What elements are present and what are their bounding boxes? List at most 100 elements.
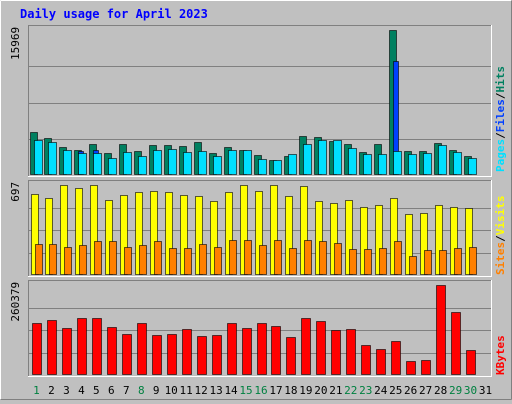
x-tick-label: 22 — [344, 384, 357, 397]
bar-pages-day-25 — [393, 151, 402, 175]
bar-sites-day-28 — [439, 250, 447, 275]
bar-visits-day-1 — [31, 194, 39, 275]
bar-pages-day-10 — [168, 149, 177, 175]
legend-panel-3: KBytes — [494, 335, 507, 375]
bar-pages-day-14 — [228, 150, 237, 175]
bar-pages-day-29 — [453, 152, 462, 175]
bar-visits-day-30 — [465, 208, 473, 275]
bar-visits-day-20 — [315, 201, 323, 275]
x-axis-labels: 1 2 3 4 5 6 7 8 9 10 11 12 13 14 15 16 17 18 19 20 21 22 23 24 2… — [33, 384, 492, 397]
x-tick-label: 28 — [434, 384, 447, 397]
bar-kbytes-day-21 — [331, 330, 341, 375]
bar-kbytes-day-15 — [242, 328, 252, 375]
legend-item-files: Files — [494, 99, 507, 132]
x-tick-label: 14 — [224, 384, 238, 397]
bar-pages-day-8 — [138, 156, 147, 175]
bar-kbytes-day-2 — [47, 320, 57, 375]
bar-sites-day-10 — [169, 248, 177, 275]
bar-visits-day-4 — [75, 188, 83, 275]
bar-visits-day-24 — [375, 205, 383, 275]
bar-pages-day-22 — [348, 148, 357, 175]
bar-visits-day-5 — [90, 185, 98, 275]
bar-visits-day-11 — [180, 195, 188, 275]
x-tick-label: 12 — [195, 384, 208, 397]
bar-kbytes-day-16 — [257, 323, 267, 375]
bar-sites-day-14 — [229, 240, 237, 275]
x-tick-label: 19 — [299, 384, 312, 397]
bar-sites-day-2 — [49, 244, 57, 275]
bar-pages-day-11 — [183, 152, 192, 175]
panel-max-label: 15969 — [9, 27, 22, 60]
bar-pages-day-18 — [288, 154, 297, 175]
bar-sites-day-27 — [424, 250, 432, 275]
x-tick-label: 11 — [180, 384, 193, 397]
bar-kbytes-day-18 — [286, 337, 296, 375]
bar-kbytes-day-11 — [182, 329, 192, 375]
bar-visits-day-10 — [165, 192, 173, 275]
bar-kbytes-day-7 — [122, 334, 132, 375]
bar-sites-day-18 — [289, 248, 297, 275]
bar-pages-day-21 — [333, 140, 342, 175]
panel-max-label: 260379 — [9, 282, 22, 322]
bar-visits-day-12 — [195, 196, 203, 275]
bar-pages-day-16 — [258, 159, 267, 175]
bar-kbytes-day-4 — [77, 318, 87, 375]
bar-sites-day-5 — [94, 241, 102, 275]
bar-pages-day-2 — [48, 142, 57, 175]
bar-kbytes-day-12 — [197, 336, 207, 375]
bar-visits-day-27 — [420, 213, 428, 275]
bar-pages-day-19 — [303, 144, 312, 175]
bar-visits-day-3 — [60, 185, 68, 275]
legend-item-visits: Visits — [494, 196, 507, 236]
bar-visits-day-28 — [435, 205, 443, 275]
bar-kbytes-day-14 — [227, 323, 237, 375]
panel-max-label: 697 — [9, 182, 22, 202]
x-tick-label: 6 — [108, 384, 115, 397]
bar-pages-day-24 — [378, 154, 387, 175]
bar-kbytes-day-5 — [92, 318, 102, 375]
bar-sites-day-16 — [259, 245, 267, 275]
bar-pages-day-20 — [318, 140, 327, 175]
bar-kbytes-day-30 — [466, 350, 476, 375]
bar-visits-day-14 — [225, 192, 233, 275]
x-tick-label: 4 — [78, 384, 85, 397]
bar-pages-day-28 — [438, 145, 447, 175]
x-tick-label: 25 — [389, 384, 402, 397]
bar-pages-day-1 — [34, 140, 43, 175]
x-tick-label: 2 — [48, 384, 55, 397]
bar-pages-day-30 — [468, 158, 477, 175]
bar-pages-day-6 — [108, 158, 117, 175]
bar-kbytes-day-24 — [376, 349, 386, 375]
bar-visits-day-16 — [255, 191, 263, 275]
x-tick-label: 1 — [33, 384, 40, 397]
x-tick-label: 31 — [479, 384, 492, 397]
bar-pages-day-23 — [363, 154, 372, 175]
legend-separator: / — [494, 132, 507, 139]
panel-1: 15969 — [9, 25, 492, 177]
bar-sites-day-13 — [214, 247, 222, 275]
bar-sites-day-12 — [199, 244, 207, 275]
bar-pages-day-7 — [123, 152, 132, 175]
x-tick-label: 15 — [239, 384, 252, 397]
x-tick-label: 16 — [254, 384, 267, 397]
x-tick-label: 8 — [138, 384, 145, 397]
bar-sites-day-23 — [364, 249, 372, 275]
x-tick-label: 3 — [63, 384, 70, 397]
x-tick-label: 13 — [209, 384, 222, 397]
bar-visits-day-13 — [210, 201, 218, 275]
bar-pages-day-4 — [78, 153, 87, 175]
bar-kbytes-day-27 — [421, 360, 431, 375]
bar-visits-day-21 — [330, 203, 338, 275]
bar-kbytes-day-10 — [167, 334, 177, 375]
bar-visits-day-15 — [240, 185, 248, 275]
bar-sites-day-24 — [379, 248, 387, 275]
bar-visits-day-25 — [390, 198, 398, 275]
bar-sites-day-25 — [394, 241, 402, 275]
bar-visits-day-23 — [360, 207, 368, 275]
bar-pages-day-27 — [423, 153, 432, 175]
bar-sites-day-20 — [319, 241, 327, 275]
bar-kbytes-day-3 — [62, 328, 72, 375]
x-tick-label: 20 — [314, 384, 327, 397]
